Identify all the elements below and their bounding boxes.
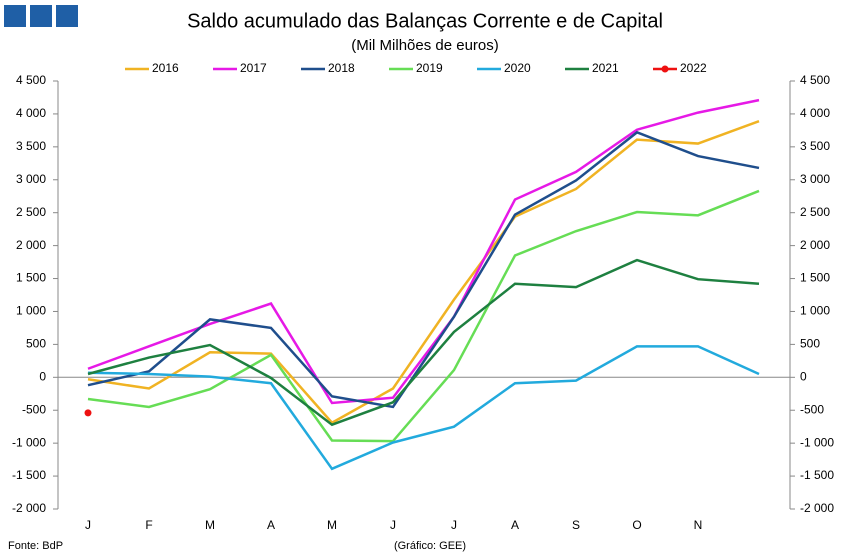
y-tick-label: -1 000	[12, 435, 46, 449]
y-tick-label: 0	[39, 369, 46, 383]
x-tick-label: A	[511, 518, 519, 532]
chart-subtitle: (Mil Milhões de euros)	[351, 37, 499, 54]
y-tick-label: 2 000	[16, 238, 46, 252]
logo-square	[56, 5, 78, 27]
y2-tick-label: -2 000	[800, 501, 834, 515]
y-tick-label: -1 500	[12, 468, 46, 482]
x-tick-label: O	[632, 518, 641, 532]
y-tick-label: 2 500	[16, 205, 46, 219]
y-tick-label: 500	[26, 337, 46, 351]
y-tick-label: 3 000	[16, 172, 46, 186]
legend-label: 2017	[240, 61, 267, 75]
y2-tick-label: -500	[800, 402, 824, 416]
y-tick-label: -500	[22, 402, 46, 416]
y-tick-label: 4 000	[16, 106, 46, 120]
y-tick-label: 1 500	[16, 271, 46, 285]
y2-tick-label: 1 500	[800, 271, 830, 285]
logo-square	[4, 5, 26, 27]
y2-tick-label: 3 500	[800, 139, 830, 153]
legend-label: 2020	[504, 61, 531, 75]
series-marker	[84, 409, 92, 417]
y2-tick-label: 2 000	[800, 238, 830, 252]
x-tick-label: A	[267, 518, 275, 532]
legend-label: 2016	[152, 61, 179, 75]
chart-title: Saldo acumulado das Balanças Corrente e …	[187, 10, 663, 32]
series-line	[87, 119, 760, 425]
y-tick-label: 1 000	[16, 304, 46, 318]
y2-tick-label: 0	[800, 369, 807, 383]
y-tick-label: 4 500	[16, 73, 46, 87]
y2-tick-label: 3 000	[800, 172, 830, 186]
series-line	[87, 98, 760, 405]
series-line	[87, 345, 760, 471]
series-line	[87, 130, 760, 409]
x-tick-label: N	[694, 518, 703, 532]
y2-tick-label: 500	[800, 337, 820, 351]
x-tick-label: J	[451, 518, 457, 532]
legend-label: 2022	[680, 61, 707, 75]
legend-marker	[661, 65, 669, 73]
series-line	[87, 189, 760, 443]
y2-tick-label: 4 500	[800, 73, 830, 87]
source: Fonte: BdP	[8, 540, 63, 552]
series-line	[87, 258, 760, 427]
x-tick-label: M	[205, 518, 215, 532]
legend-label: 2019	[416, 61, 443, 75]
x-tick-label: M	[327, 518, 337, 532]
y2-tick-label: -1 500	[800, 468, 834, 482]
legend-label: 2018	[328, 61, 355, 75]
y-tick-label: -2 000	[12, 501, 46, 515]
credit: (Gráfico: GEE)	[394, 540, 466, 552]
logo-square	[30, 5, 52, 27]
legend-label: 2021	[592, 61, 619, 75]
x-tick-label: J	[85, 518, 91, 532]
x-tick-label: J	[390, 518, 396, 532]
y-tick-label: 3 500	[16, 139, 46, 153]
y2-tick-label: 1 000	[800, 304, 830, 318]
x-tick-label: F	[145, 518, 152, 532]
y2-tick-label: 4 000	[800, 106, 830, 120]
y2-tick-label: -1 000	[800, 435, 834, 449]
x-tick-label: S	[572, 518, 580, 532]
y2-tick-label: 2 500	[800, 205, 830, 219]
